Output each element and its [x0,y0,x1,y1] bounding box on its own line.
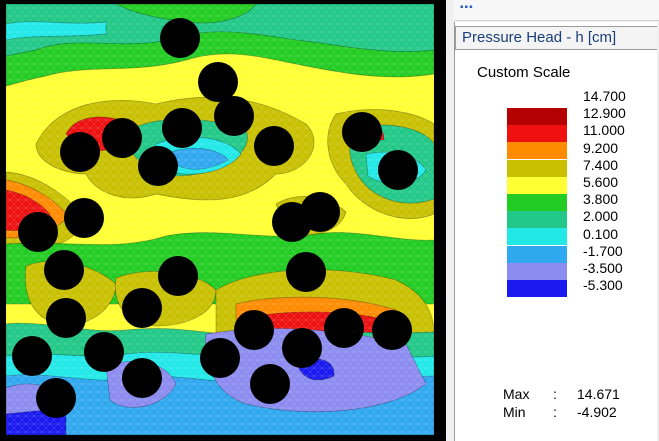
legend-tick-label: 2.000 [583,208,619,225]
legend-swatch [507,194,567,211]
toolbar-dots-icon: ▪▪▪ [460,2,474,13]
obstacle-circle [122,288,162,328]
legend-swatch [507,228,567,246]
obstacle-circle [44,250,84,290]
obstacle-circle [300,192,340,232]
stat-value: -4.902 [577,404,617,420]
obstacle-circle [324,308,364,348]
obstacle-particles [12,18,418,418]
legend-tick-label: 11.000 [583,122,625,139]
obstacle-circle [250,364,290,404]
obstacle-circle [18,212,58,252]
legend-tick-label: 14.700 [583,88,626,104]
obstacle-circle [84,332,124,372]
pressure-head-plot[interactable] [6,4,434,435]
panel-divider [446,0,454,441]
stat-name: Min [503,404,526,420]
legend-panel: Pressure Head - h [cm] Custom Scale 14.7… [454,22,657,441]
stat-separator: : [553,404,557,420]
plot-frame [0,0,446,441]
legend-tick-label: 0.100 [583,225,619,242]
legend-swatch [507,159,567,177]
obstacle-circle [64,198,104,238]
legend-swatch [507,108,567,125]
legend-tick-label: 12.900 [583,105,626,122]
legend-swatch [507,280,567,297]
obstacle-circle [234,310,274,350]
obstacle-circle [200,338,240,378]
legend-swatch [507,125,567,143]
obstacle-circle [158,256,198,296]
obstacle-circle [12,336,52,376]
legend-scale-mode: Custom Scale [477,64,571,81]
legend-swatch [507,262,567,280]
stat-value: 14.671 [577,386,620,402]
obstacle-circle [198,62,238,102]
legend-swatch [507,142,567,160]
obstacle-circle [36,378,76,418]
legend-stats: Max: 14.671 Min: -4.902 [503,386,620,422]
legend-tick-label: 7.400 [583,156,619,173]
obstacle-circle [46,298,86,338]
obstacle-circle [122,358,162,398]
stat-name: Max [503,386,530,402]
obstacle-circle [342,112,382,152]
legend-tick-label: 9.200 [583,139,619,156]
obstacle-circle [372,310,412,350]
legend-tick-label: 3.800 [583,191,619,208]
legend-tick-label: -5.300 [583,277,623,294]
legend-swatch [507,176,567,194]
obstacle-circle [138,146,178,186]
toolbar-strip: ▪▪▪ [454,0,659,21]
legend-tick-label: 5.600 [583,174,619,190]
legend-title[interactable]: Pressure Head - h [cm] [455,26,657,50]
obstacle-circle [60,132,100,172]
obstacle-circle [254,126,294,166]
stat-row-max: Max: 14.671 [503,386,620,404]
legend-tick-label: -1.700 [583,242,623,259]
obstacle-circle [162,108,202,148]
obstacle-circle [160,18,200,58]
obstacle-circle [282,328,322,368]
obstacle-circle [286,252,326,292]
obstacle-circle [378,150,418,190]
stat-row-min: Min: -4.902 [503,404,620,422]
obstacle-circle [102,118,142,158]
obstacle-circle [214,96,254,136]
legend-swatch [507,211,567,229]
legend-tick-label: -3.500 [583,260,623,276]
stat-separator: : [553,386,557,402]
legend-swatch [507,245,567,263]
